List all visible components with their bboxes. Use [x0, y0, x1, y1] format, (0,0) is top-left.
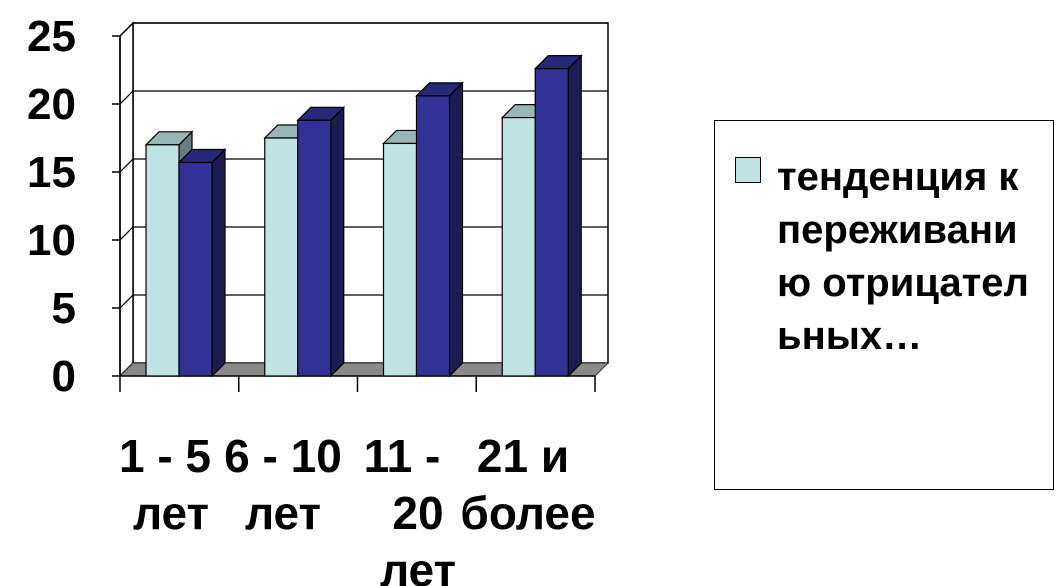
gridline-side-3: [119, 158, 134, 173]
bar-s1-c3: [382, 142, 418, 377]
bar-s2-c1: [178, 161, 213, 377]
bar-s1-c4: [501, 116, 536, 377]
y-tick-label-3: 15: [27, 148, 76, 197]
bar-s1-c2: [264, 137, 299, 377]
legend-label-series-1: тенденция к переживанию отрицательных…: [777, 155, 1029, 358]
y-tick-label-4: 20: [27, 80, 76, 129]
bar-s2-c2: [297, 119, 332, 377]
gridline-side-2: [119, 226, 134, 241]
x-category-label-3-line-1: 11 -: [364, 430, 441, 482]
legend-swatch-series-1: [735, 157, 761, 183]
y-tick-label-5: 25: [27, 12, 76, 61]
bar-side-s2-c4: [567, 54, 582, 378]
x-category-label-4-line-2: более: [460, 487, 595, 539]
bar-side-s2-c3: [448, 81, 464, 378]
x-category-label-2-line-2: лет: [245, 487, 321, 539]
gridline-side-1: [119, 294, 134, 309]
y-tick-label-1: 5: [52, 284, 76, 333]
y-tick-label-0: 0: [52, 352, 76, 401]
x-category-label-1-line-1: 1 - 5: [119, 430, 211, 482]
y-tick-label-2: 10: [27, 216, 76, 265]
gridline-side-4: [119, 90, 134, 105]
x-category-label-3-line-2: 20: [392, 487, 443, 539]
legend: тенденция к переживанию отрицательных…: [714, 120, 1054, 490]
x-category-label-3-line-3: лет: [380, 544, 456, 586]
gridline-side-5: [119, 22, 134, 37]
x-category-label-2-line-1: 6 - 10: [224, 430, 342, 482]
x-category-label-4-line-1: 21 и: [477, 430, 569, 482]
bar-s1-c1: [145, 144, 180, 377]
x-category-label-1-line-2: лет: [133, 487, 209, 539]
bar-side-s2-c2: [330, 105, 345, 378]
chart-side-wall: [119, 21, 134, 378]
bar-s2-c4: [534, 68, 569, 377]
bar-side-s2-c1: [211, 148, 226, 378]
bar-s2-c3: [415, 95, 451, 377]
